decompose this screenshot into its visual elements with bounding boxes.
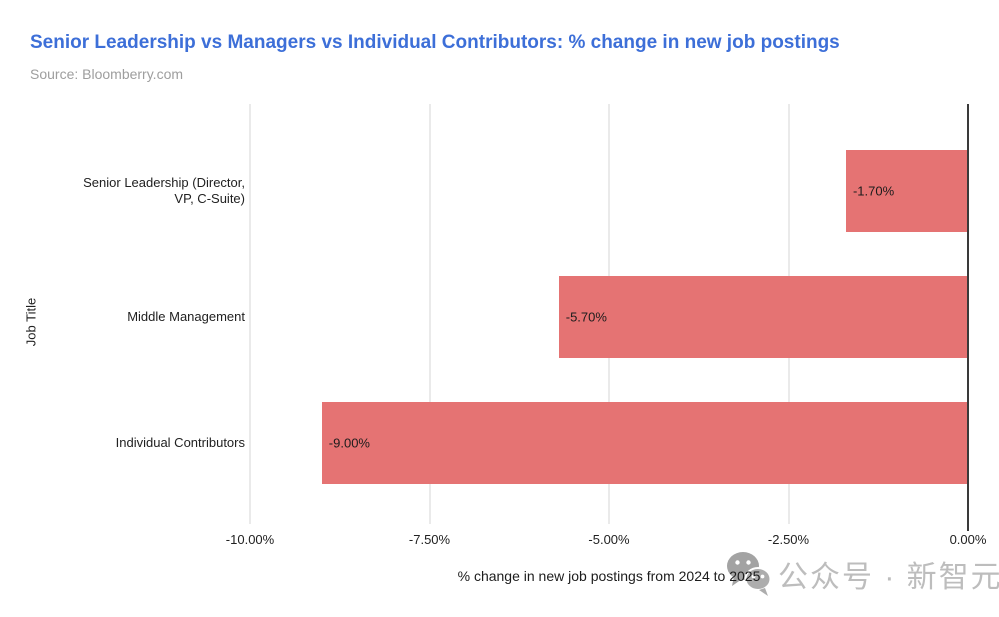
y-axis-title: Job Title xyxy=(23,297,39,347)
category-label-line: Middle Management xyxy=(127,308,245,324)
category-label: Senior Leadership (Director, VP, C-Suite) xyxy=(40,175,245,208)
category-label: Middle Management xyxy=(40,309,245,325)
watermark-text: 公众号 · 新智元 xyxy=(778,561,999,594)
bar: -1.70% xyxy=(845,150,968,232)
x-tick-label: -10.00% xyxy=(225,532,275,547)
x-tick-label: -5.00% xyxy=(588,532,630,547)
category-label-line: Individual Contributors xyxy=(115,434,245,450)
category-label-line: VP, C-Suite) xyxy=(174,191,245,206)
plot-area: -1.70% -5.70% -9.00% xyxy=(249,104,969,531)
bar-value-label: -1.70% xyxy=(852,183,895,199)
x-tick-label: -7.50% xyxy=(408,532,451,547)
bar-value-label: -9.00% xyxy=(328,435,370,451)
gridline xyxy=(429,104,430,524)
category-label: Individual Contributors xyxy=(40,435,245,451)
bar-value-label: -5.70% xyxy=(565,309,607,325)
x-tick-label: -2.50% xyxy=(767,532,810,547)
chart-title: Senior Leadership vs Managers vs Individ… xyxy=(30,32,840,53)
chart-source: Source: Bloomberry.com xyxy=(30,66,184,82)
watermark: 公众号 · 新智元 xyxy=(726,550,999,598)
x-tick-label: 0.00% xyxy=(949,532,987,547)
bar: -5.70% xyxy=(558,276,968,358)
wechat-icon xyxy=(727,552,772,596)
zero-axis-line xyxy=(967,104,969,531)
category-label-line: Senior Leadership (Director, xyxy=(83,174,245,190)
gridline xyxy=(249,104,251,524)
bar: -9.00% xyxy=(321,402,968,484)
x-axis-title: % change in new job postings from 2024 t… xyxy=(457,568,761,584)
